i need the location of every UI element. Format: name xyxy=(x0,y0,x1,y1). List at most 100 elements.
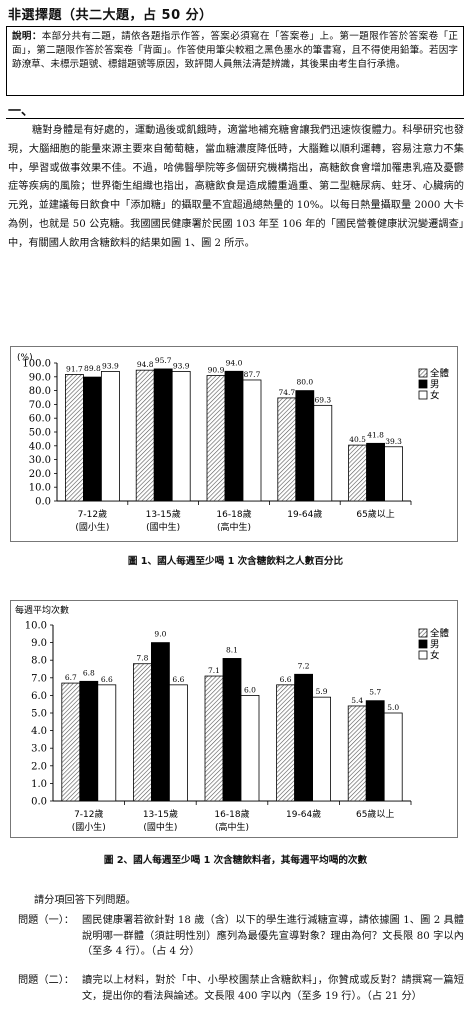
bar xyxy=(79,680,99,802)
bar xyxy=(366,442,386,502)
figure-2-svg: 每週平均次數 0.0 1.0 2.0 3.0 4.0 5.0 6.0 7.0 8.0 9.0 10.0… xyxy=(15,604,450,833)
data-label: 6.0 xyxy=(244,685,256,694)
question-number: 一、 xyxy=(8,104,35,119)
y-tick-label: 30.0 xyxy=(29,455,51,466)
legend-swatch xyxy=(418,379,428,389)
bar xyxy=(222,658,242,802)
figure-2-caption: 圖 2、國人每週至少喝 1 次含糖飲料者，其每週平均喝的次數 xyxy=(103,855,368,866)
y-tick-label: 3.0 xyxy=(31,744,47,755)
bar xyxy=(204,675,224,802)
question-2-text: 讀完以上材料，對於「中、小學校園禁止含糖飲料」，你贊成或反對？請撰寫一篇短文，提… xyxy=(82,975,464,1002)
data-label: 74.7 xyxy=(278,388,295,397)
y-tick-label: 6.0 xyxy=(31,691,47,702)
legend-swatch xyxy=(418,390,428,400)
y-tick-label: 70.0 xyxy=(29,400,51,411)
legend-label: 男 xyxy=(430,640,440,651)
bar xyxy=(383,712,403,802)
bar xyxy=(101,371,120,502)
bar xyxy=(153,368,173,502)
y-axis-label: 每週平均次數 xyxy=(15,604,69,616)
data-label: 94.8 xyxy=(137,360,154,369)
data-label: 8.1 xyxy=(226,645,238,654)
y-tick-label: 50.0 xyxy=(29,428,51,439)
bar xyxy=(61,682,81,802)
y-tick-label: 40.0 xyxy=(29,441,51,452)
data-label: 69.3 xyxy=(314,395,331,404)
legend-swatch xyxy=(418,650,428,660)
data-label: 39.3 xyxy=(385,437,402,446)
y-tick-label: 20.0 xyxy=(29,469,51,480)
x-tick-label: (高中生) xyxy=(215,821,249,833)
x-tick-label: (國中生) xyxy=(146,521,180,533)
data-label: 94.0 xyxy=(226,358,243,367)
bar xyxy=(312,696,332,802)
x-tick-label: 19-64歲 xyxy=(287,508,322,520)
bar xyxy=(295,390,315,502)
y-tick-label: 5.0 xyxy=(31,709,47,720)
bar xyxy=(224,370,244,502)
y-tick-label: 4.0 xyxy=(31,726,47,737)
data-label: 5.0 xyxy=(387,703,399,712)
x-tick-label: (國小生) xyxy=(72,821,106,833)
bar xyxy=(150,642,170,802)
x-tick-label: 13-15歲 xyxy=(143,808,178,820)
bar xyxy=(277,397,297,502)
y-tick-label: 0.0 xyxy=(35,497,51,508)
legend-swatch xyxy=(418,639,428,649)
legend-swatch xyxy=(418,628,428,638)
x-tick-label: 19-64歲 xyxy=(286,808,321,820)
y-tick-label: 10.0 xyxy=(25,621,47,632)
section-header: 非選擇題（共二大題，占 50 分） xyxy=(8,8,213,23)
y-tick-label: 60.0 xyxy=(29,414,51,425)
legend-label: 女 xyxy=(430,650,440,662)
legend-label: 全體 xyxy=(430,628,450,640)
y-tick-label: 100.0 xyxy=(22,359,51,370)
data-label: 40.5 xyxy=(349,435,366,444)
bar xyxy=(133,663,152,802)
figure-2-chart: 每週平均次數 0.0 1.0 2.0 3.0 4.0 5.0 6.0 7.0 8.0 9.0 10.0… xyxy=(10,600,458,838)
figure-1-svg: (%) 0.0 10.0 20.0 30.0 40.0 50.0 60.0 70.0 80.0 90… xyxy=(17,353,450,533)
question-2-label: 問題（二）： xyxy=(18,975,75,986)
y-tick-label: 80.0 xyxy=(29,386,51,397)
data-label: 89.8 xyxy=(84,364,101,373)
data-label: 5.9 xyxy=(316,687,328,696)
bar xyxy=(206,375,226,502)
data-label: 6.6 xyxy=(101,675,113,684)
data-label: 91.7 xyxy=(66,364,83,373)
data-label: 41.8 xyxy=(367,430,384,439)
y-tick-label: 7.0 xyxy=(31,673,47,684)
bar xyxy=(171,371,191,502)
data-label: 93.9 xyxy=(102,361,119,370)
bar xyxy=(242,379,262,502)
data-label: 7.8 xyxy=(136,654,148,663)
question-1: 問題（一）： 國民健康署若欲針對 18 歲（含）以下的學生進行減糖宣導，請依據圖… xyxy=(18,913,464,960)
answer-instructions: 請分項回答下列問題。 xyxy=(34,895,136,906)
data-label: 80.0 xyxy=(296,378,313,387)
bar xyxy=(348,444,368,502)
bar xyxy=(97,684,117,802)
legend-label: 全體 xyxy=(430,368,450,380)
y-axis-label: (%) xyxy=(17,353,33,363)
instructions-text: 本部分共有二題，請依各題指示作答，答案必須寫在「答案卷」上。第一題限作答於答案卷… xyxy=(12,31,459,71)
x-tick-label: 7-12歲 xyxy=(74,808,103,820)
x-tick-label: (國小生) xyxy=(75,521,109,533)
data-label: 7.1 xyxy=(208,666,220,675)
bar xyxy=(83,376,102,502)
divider xyxy=(6,118,464,119)
bar xyxy=(384,446,404,502)
legend-label: 男 xyxy=(430,380,440,391)
x-tick-label: 16-18歲 xyxy=(216,508,251,520)
instructions-box: 說明：本部分共有二題，請依各題指示作答，答案必須寫在「答案卷」上。第一題限作答於… xyxy=(6,26,464,96)
y-tick-label: 2.0 xyxy=(31,761,47,772)
legend-label: 女 xyxy=(430,390,440,402)
data-label: 9.0 xyxy=(154,630,166,639)
question-1-text: 國民健康署若欲針對 18 歲（含）以下的學生進行減糖宣導，請依據圖 1、圖 2 … xyxy=(82,915,464,957)
data-label: 6.6 xyxy=(172,675,184,684)
instructions-label: 說明： xyxy=(12,31,42,42)
y-tick-label: 9.0 xyxy=(31,638,47,649)
y-tick-label: 1.0 xyxy=(31,779,47,790)
bar xyxy=(240,695,260,802)
legend-swatch xyxy=(418,368,428,378)
data-label: 5.7 xyxy=(369,688,381,697)
data-label: 6.6 xyxy=(280,675,292,684)
